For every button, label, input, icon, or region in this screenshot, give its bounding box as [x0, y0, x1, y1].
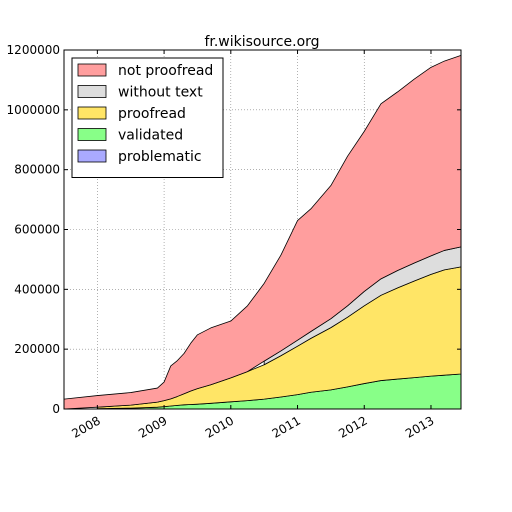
legend-label: problematic: [118, 149, 202, 165]
legend-label: without text: [118, 85, 203, 101]
y-tick-label: 800000: [14, 163, 60, 177]
legend-swatch: [77, 149, 107, 163]
axes: 0200000400000600000800000100000012000002…: [7, 43, 462, 441]
y-tick-label: 400000: [14, 282, 60, 296]
legend-swatch: [77, 128, 107, 141]
legend-label: validated: [118, 128, 183, 144]
legend-swatch: [77, 63, 107, 77]
y-tick-label: 1200000: [7, 43, 60, 57]
chart-title: fr.wikisource.org: [204, 34, 319, 50]
y-tick-label: 1000000: [7, 103, 60, 117]
legend-swatch: [77, 85, 107, 98]
legend-label: proofread: [118, 106, 186, 122]
y-tick-label: 0: [52, 402, 60, 416]
legend: not proofread without text proofread valida…: [71, 57, 224, 178]
legend-swatch: [77, 106, 107, 120]
y-tick-label: 200000: [14, 342, 60, 356]
y-tick-label: 600000: [14, 223, 60, 237]
legend-label: not proofread: [118, 63, 213, 79]
